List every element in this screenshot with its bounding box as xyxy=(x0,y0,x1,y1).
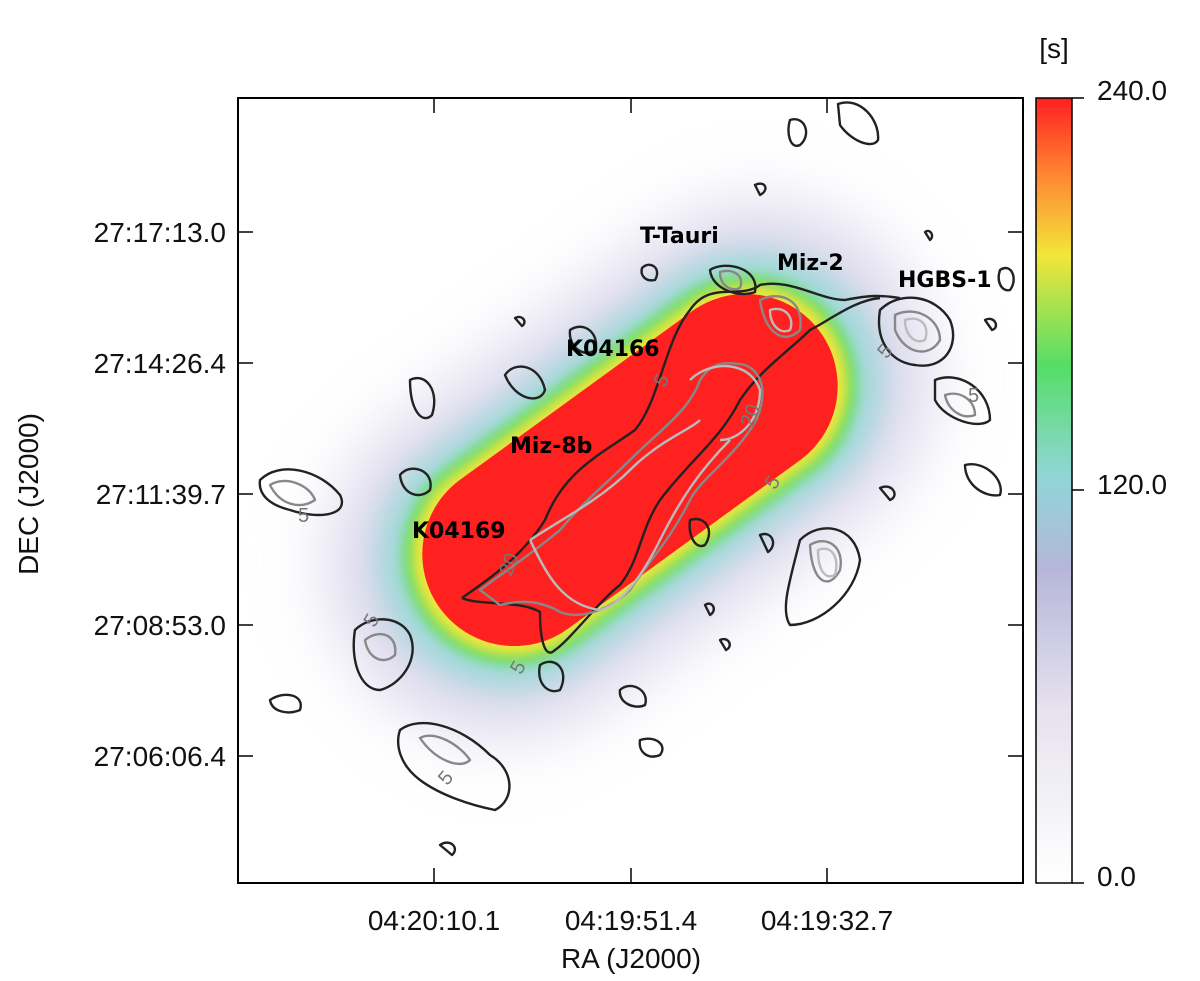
colorbar-gradient xyxy=(1035,97,1073,884)
y-axis-title: DEC (J2000) xyxy=(13,413,44,575)
colorbar-tick-label: 0.0 xyxy=(1097,861,1136,892)
x-tick-labels: 04:20:10.1 04:19:51.4 04:19:32.7 xyxy=(368,905,893,936)
y-tick-labels: 27:17:13.0 27:14:26.4 27:11:39.7 27:08:5… xyxy=(94,217,226,772)
contour-label: 5 xyxy=(434,767,458,790)
x-tick-label: 04:20:10.1 xyxy=(368,905,500,936)
y-tick-label: 27:08:53.0 xyxy=(94,610,226,641)
source-labels: T-Tauri Miz-2 HGBS-1 K04166 Miz-8b K0416… xyxy=(412,224,992,544)
axis-ticks xyxy=(238,98,1023,883)
colorbar-tick-label: 120.0 xyxy=(1097,469,1167,500)
contour-label: 5 xyxy=(968,385,979,407)
colorbar: 240.0 120.0 0.0 [s] xyxy=(1035,33,1167,892)
colorbar-tick-label: 240.0 xyxy=(1097,75,1167,106)
x-axis-title: RA (J2000) xyxy=(561,943,701,974)
y-tick-label: 27:06:06.4 xyxy=(94,741,226,772)
x-tick-label: 04:19:51.4 xyxy=(565,905,697,936)
y-tick-label: 27:17:13.0 xyxy=(94,217,226,248)
colorbar-unit: [s] xyxy=(1039,33,1069,64)
source-label-k04166: K04166 xyxy=(566,337,660,362)
contour-label: 5 xyxy=(298,505,309,527)
y-tick-label: 27:14:26.4 xyxy=(94,348,226,379)
x-tick-label: 04:19:32.7 xyxy=(761,905,893,936)
source-label-k04169: K04169 xyxy=(412,519,506,544)
source-label-miz-8b: Miz-8b xyxy=(510,434,592,459)
source-label-miz-2: Miz-2 xyxy=(777,251,844,276)
source-label-hgbs-1: HGBS-1 xyxy=(898,268,992,293)
source-label-t-tauri: T-Tauri xyxy=(640,224,719,249)
y-tick-label: 27:11:39.7 xyxy=(96,479,226,510)
